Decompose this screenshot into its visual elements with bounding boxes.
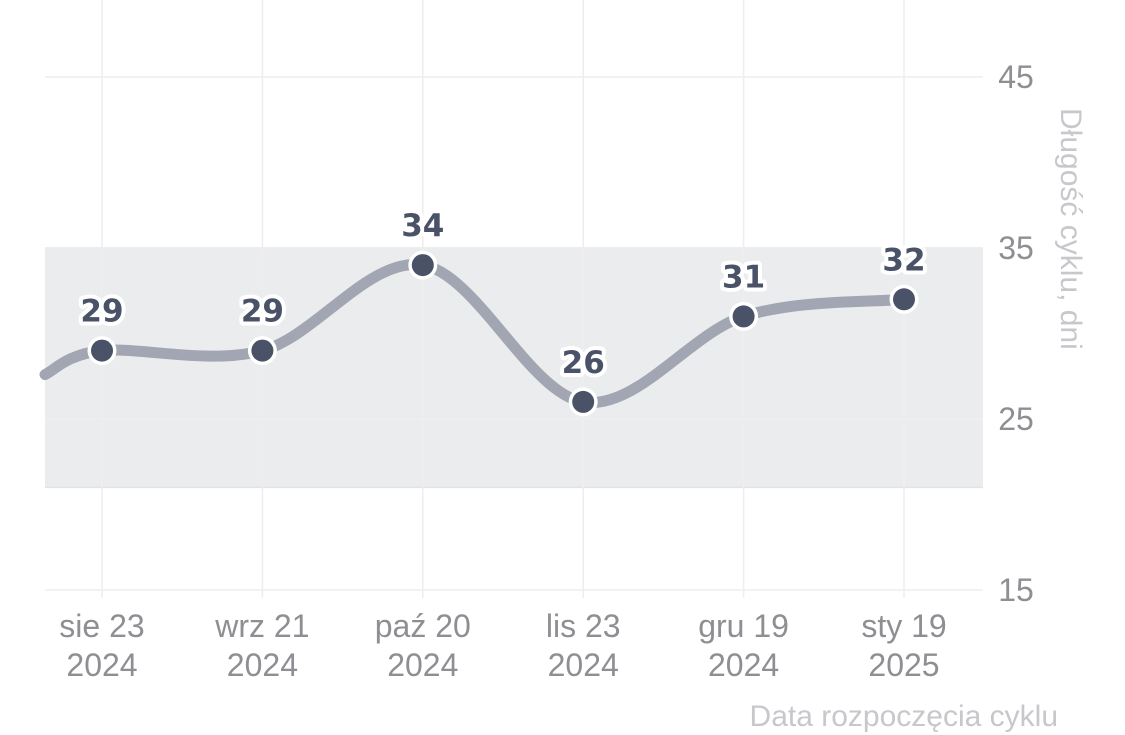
data-label: 31: [722, 259, 765, 295]
y-tick-label: 15: [998, 572, 1034, 608]
data-point: [411, 254, 434, 277]
data-point: [572, 390, 595, 413]
data-label: 29: [241, 294, 284, 330]
data-label: 26: [562, 345, 605, 381]
x-tick-label: wrz 21: [214, 608, 309, 644]
y-tick-label: 45: [998, 59, 1034, 95]
x-tick-label: 2024: [708, 647, 779, 683]
y-axis-title: Długość cyklu, dni: [1054, 108, 1087, 350]
x-tick-label: 2024: [66, 647, 137, 683]
x-tick-label: sie 23: [59, 608, 144, 644]
x-tick-label: sty 19: [861, 608, 946, 644]
data-labels-layer: 29 29 34 26 31 32: [76, 204, 929, 385]
grid-layer: [45, 0, 983, 598]
x-tick-label: paź 20: [375, 608, 471, 644]
data-label: 34: [401, 208, 444, 244]
x-axis-title: Data rozpoczęcia cyklu: [750, 700, 1058, 733]
normal-range-band: [45, 248, 983, 488]
x-tick-label: 2024: [227, 647, 298, 683]
data-point: [893, 288, 915, 311]
data-points-layer: [87, 250, 919, 417]
y-tick-label: 25: [998, 401, 1034, 437]
data-label: 29: [80, 294, 123, 330]
y-tick-label: 35: [998, 230, 1034, 266]
x-tick-label: lis 23: [546, 608, 621, 644]
data-point: [91, 339, 113, 362]
x-tick-label: 2024: [548, 647, 619, 683]
data-point: [732, 305, 755, 328]
normal-range-band-layer: [45, 247, 983, 489]
x-tick-label: 2024: [387, 647, 458, 683]
x-tick-label: gru 19: [698, 608, 789, 644]
data-point: [251, 339, 274, 362]
y-axis-ticks: 15 25 35 45: [998, 59, 1034, 608]
x-tick-label: 2025: [868, 647, 939, 683]
data-label: 32: [882, 242, 925, 278]
